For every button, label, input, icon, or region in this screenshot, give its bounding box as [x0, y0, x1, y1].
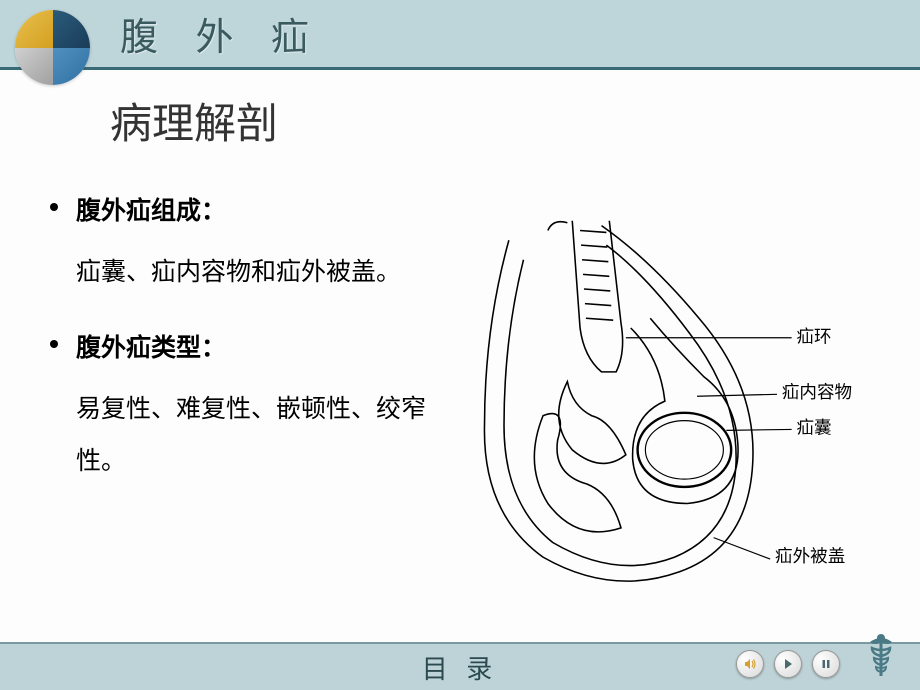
slide-title: 腹 外 疝: [120, 6, 323, 61]
bullet-heading: 腹外疝组成：: [76, 191, 226, 227]
diagram-column: 疝环 疝内容物 疝囊 疝外被盖: [440, 181, 880, 601]
list-item: 腹外疝组成： 疝囊、疝内容物和疝外被盖。: [50, 191, 440, 300]
subtitle: 病理解剖: [110, 90, 920, 151]
bullet-dot-icon: [50, 203, 58, 211]
play-button[interactable]: [774, 650, 802, 678]
speaker-button[interactable]: [736, 650, 764, 678]
pause-button[interactable]: [812, 650, 840, 678]
bullet-body: 易复性、难复性、嵌顿性、绞窄性。: [50, 384, 440, 489]
pause-icon: [820, 658, 832, 670]
play-icon: [782, 658, 794, 670]
content-area: 腹外疝组成： 疝囊、疝内容物和疝外被盖。 腹外疝类型： 易复性、难复性、嵌顿性、…: [0, 151, 920, 601]
anatomical-diagram: 疝环 疝内容物 疝囊 疝外被盖: [455, 211, 865, 601]
playback-controls: [736, 650, 840, 678]
diagram-label: 疝囊: [797, 417, 832, 437]
bullet-dot-icon: [50, 340, 58, 348]
diagram-label: 疝外被盖: [775, 546, 845, 566]
bullet-body: 疝囊、疝内容物和疝外被盖。: [50, 247, 440, 300]
diagram-label: 疝内容物: [782, 382, 852, 402]
list-item: 腹外疝类型： 易复性、难复性、嵌顿性、绞窄性。: [50, 328, 440, 489]
diagram-label: 疝环: [797, 327, 832, 347]
caduceus-icon: [860, 632, 902, 680]
header-bar: 腹 外 疝: [0, 0, 920, 70]
toc-link[interactable]: 目 录: [422, 649, 499, 686]
bullet-list: 腹外疝组成： 疝囊、疝内容物和疝外被盖。 腹外疝类型： 易复性、难复性、嵌顿性、…: [50, 191, 440, 489]
text-column: 腹外疝组成： 疝囊、疝内容物和疝外被盖。 腹外疝类型： 易复性、难复性、嵌顿性、…: [50, 181, 440, 601]
bullet-heading: 腹外疝类型：: [76, 328, 226, 364]
speaker-icon: [743, 657, 757, 671]
logo-icon: [15, 10, 90, 85]
